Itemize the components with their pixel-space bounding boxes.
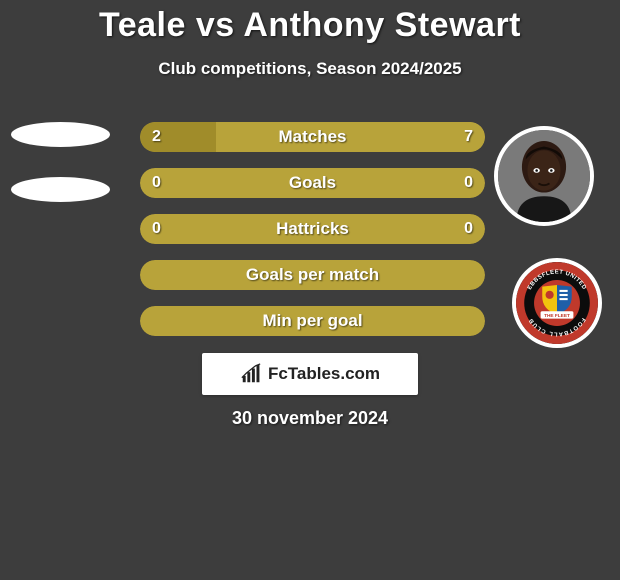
stats-list: Matches27Goals00Hattricks00Goals per mat… [140,122,485,352]
avatar-ellipse-icon [11,177,110,202]
player-right-avatar [494,126,594,226]
stat-row: Matches27 [140,122,485,152]
stat-value-left: 0 [152,214,161,244]
svg-text:THE FLEET: THE FLEET [544,313,570,319]
avatar-ellipse-icon [11,122,110,147]
bar-chart-icon [240,363,262,385]
stat-value-right: 7 [464,122,473,152]
stat-row: Hattricks00 [140,214,485,244]
team-left-avatar [8,150,113,255]
stat-row: Min per goal [140,306,485,336]
stat-row: Goals00 [140,168,485,198]
stat-value-right: 0 [464,214,473,244]
page-title: Teale vs Anthony Stewart [0,0,620,45]
player-right-name: Anthony Stewart [243,6,521,44]
date: 30 november 2024 [0,408,620,429]
fill-right [216,122,485,152]
vs-text: vs [196,6,235,44]
team-right-badge: EBBSFLEET UNITED FOOTBALL CLUB THE FLEET [512,258,602,348]
player-left-name: Teale [99,6,186,44]
row-background [140,168,485,198]
source-text: FcTables.com [268,364,380,384]
player-silhouette-icon [498,130,590,222]
row-background [140,260,485,290]
stat-row: Goals per match [140,260,485,290]
subtitle: Club competitions, Season 2024/2025 [0,59,620,79]
comparison-card: Teale vs Anthony Stewart Club competitio… [0,0,620,580]
row-background [140,214,485,244]
club-crest-icon: EBBSFLEET UNITED FOOTBALL CLUB THE FLEET [516,262,598,344]
source-badge: FcTables.com [202,353,418,395]
stat-value-left: 0 [152,168,161,198]
row-background [140,306,485,336]
stat-value-left: 2 [152,122,161,152]
stat-value-right: 0 [464,168,473,198]
